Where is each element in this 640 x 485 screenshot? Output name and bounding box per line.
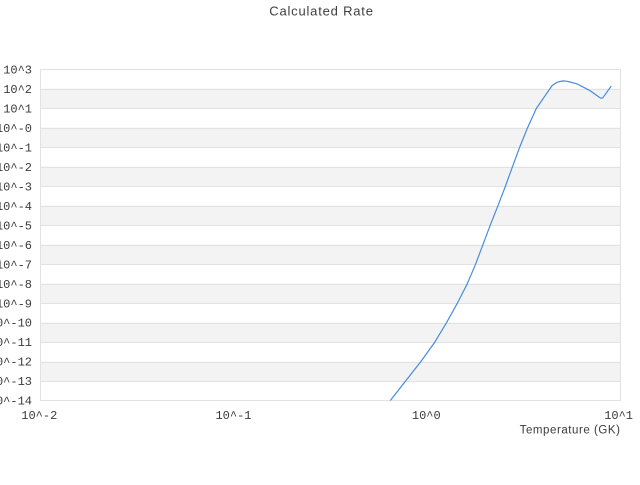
- svg-text:10^1: 10^1: [3, 103, 32, 117]
- svg-text:10^3: 10^3: [3, 64, 32, 78]
- svg-text:10^-2: 10^-2: [0, 161, 32, 175]
- svg-text:10^-11: 10^-11: [0, 336, 32, 350]
- svg-text:10^-10: 10^-10: [0, 317, 32, 331]
- svg-text:10^-0: 10^-0: [0, 122, 32, 136]
- svg-text:10^-6: 10^-6: [0, 239, 32, 253]
- svg-text:10^-7: 10^-7: [0, 258, 32, 272]
- svg-text:10^-14: 10^-14: [0, 395, 32, 409]
- svg-text:10^-13: 10^-13: [0, 375, 32, 389]
- svg-text:10^-4: 10^-4: [0, 200, 32, 214]
- svg-text:Temperature (GK): Temperature (GK): [520, 425, 621, 437]
- svg-text:10^2: 10^2: [3, 83, 32, 97]
- svg-text:10^-1: 10^-1: [215, 409, 251, 423]
- svg-text:10^1: 10^1: [604, 409, 633, 423]
- svg-text:10^-2: 10^-2: [21, 409, 57, 423]
- svg-text:Calculated Rate: Calculated Rate: [269, 4, 374, 19]
- svg-text:10^-1: 10^-1: [0, 141, 32, 155]
- svg-text:10^-3: 10^-3: [0, 180, 32, 194]
- svg-text:10^-9: 10^-9: [0, 297, 32, 311]
- svg-text:10^-5: 10^-5: [0, 219, 32, 233]
- svg-text:10^-8: 10^-8: [0, 278, 32, 292]
- svg-text:10^0: 10^0: [412, 409, 441, 423]
- svg-text:10^-12: 10^-12: [0, 356, 32, 370]
